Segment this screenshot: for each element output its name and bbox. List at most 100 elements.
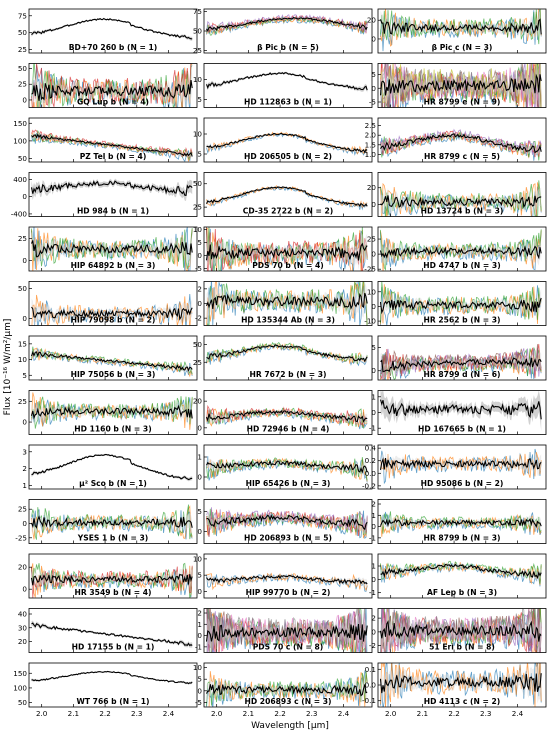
panel-title: HR 8799 e (N = 9) [424,98,501,107]
y-tick-label: 2.0 [365,131,377,140]
axes-frame [203,226,373,272]
uncertainty-band [206,186,368,209]
plot-area [379,281,542,326]
plot-area [380,128,542,161]
x-tick-label: 2.1 [417,709,428,718]
axes-frame [377,281,547,326]
uncertainty-band [380,611,542,653]
y-tick-label: 5 [197,95,202,104]
x-tick-label: 2.3 [306,709,317,718]
median-spectrum [206,514,368,531]
plot-area [31,620,193,649]
axes-frame [377,172,547,217]
y-tick-label: 25 [18,80,27,89]
axes-frame [28,444,198,490]
x-tick-label: 2.1 [243,709,254,718]
y-tick-label: 0 [22,314,27,323]
uncertainty-band [206,512,368,536]
axes-frame [377,444,547,490]
y-tick-label: 25 [193,358,202,367]
panel: 50 100 150 PZ Tel b (N = 4) [13,117,198,163]
plot-area [205,71,368,93]
axes-frame [377,335,547,381]
x-axis-label: Wavelength [µm] [251,721,329,731]
panel-title: PDS 70 c (N = 8) [253,643,324,652]
axes-frame [28,390,198,435]
y-tick-label: 1.5 [365,140,376,149]
panel-title: HD 13724 b (N = 3) [421,207,504,216]
y-tick-label: 0 [197,587,202,596]
panel: -1 0 1 HD 167665 b (N = 1) [369,390,547,435]
uncertainty-band [206,457,368,478]
median-spectrum [379,399,542,420]
panel-title: HR 2562 b (N = 3) [424,316,501,325]
plot-area [31,293,193,326]
plot-area [206,185,368,211]
y-tick-label: 5 [197,507,202,516]
y-tick-label: 75 [193,7,202,16]
median-spectrum [31,17,193,40]
y-tick-label: 40 [18,610,28,619]
median-spectrum [31,670,193,685]
panel-title: µ² Sco b (N = 1) [79,479,147,488]
plot-area [379,663,542,707]
axes-frame [377,117,547,163]
axes-frame [28,117,198,163]
axes-frame [203,553,373,599]
median-spectrum [206,459,368,474]
y-tick-label: 1 [371,392,376,401]
y-tick-label: 25 [18,234,27,243]
panel-title: HD 984 b (N = 1) [77,207,149,216]
panel: -2 0 2 HD 135344 Ab (N = 3) [195,281,373,326]
x-tick-label: 2.2 [99,709,110,718]
y-tick-label: -0.1 [362,696,376,705]
panel-title: HIP 79098 b (N = 2) [71,316,156,325]
panel-title: CD-35 2722 b (N = 2) [243,207,333,216]
panel-title: HD 95086 b (N = 2) [421,479,504,488]
plot-area [206,507,368,539]
median-spectrum [205,72,368,91]
y-tick-label: 50 [18,154,28,163]
panel: -25 0 25 HD 4747 b (N = 3) [364,226,547,274]
plot-area [30,227,193,271]
y-axis-label: Flux [10⁻¹⁶ W/m²/µm] [3,319,13,416]
y-tick-label: 0 [371,408,376,417]
median-spectrum [206,684,368,697]
panel-title: HD 17155 b (N = 1) [72,643,155,652]
x-tick-label: 2.2 [274,709,285,718]
plot-area [205,608,368,653]
plot-area [30,504,193,540]
y-tick-label: -1 [195,642,202,651]
panel-title: HD 135344 Ab (N = 3) [241,316,335,325]
panel-title: β Pic b (N = 5) [257,43,319,52]
series-trace [380,351,542,380]
y-tick-label: 0 [197,631,202,640]
panel: -10 0 10 HR 2562 b (N = 3) [364,281,547,326]
x-tick-label: 2.4 [338,709,350,718]
axes-frame [203,390,373,435]
panel-title: HR 7672 b (N = 3) [250,370,327,379]
y-tick-label: 150 [13,669,27,678]
y-tick-label: 0 [22,95,27,104]
y-tick-label: 0.2 [365,456,376,465]
y-tick-label: 50 [193,179,203,188]
y-tick-label: 0 [197,299,202,308]
median-spectrum [205,242,368,261]
axes-frame [28,608,198,653]
y-tick-label: 0 [371,250,376,259]
y-tick-label: 5 [197,675,202,684]
y-tick-label: 100 [13,683,27,692]
y-tick-label: 0.0 [365,681,377,690]
y-tick-label: -5 [369,98,376,107]
y-tick-label: 2.5 [365,121,376,130]
y-tick-label: 5 [197,571,202,580]
median-spectrum [30,180,193,197]
y-tick-label: 150 [13,119,27,128]
panel-title: AF Lep b (N = 3) [427,588,497,597]
panel-title: HIP 99770 b (N = 2) [246,588,331,597]
plot-area [205,281,368,326]
y-tick-label: 50 [18,28,28,37]
x-tick-label: 2.4 [512,709,524,718]
plot-area [31,453,193,482]
series-trace [206,343,368,364]
